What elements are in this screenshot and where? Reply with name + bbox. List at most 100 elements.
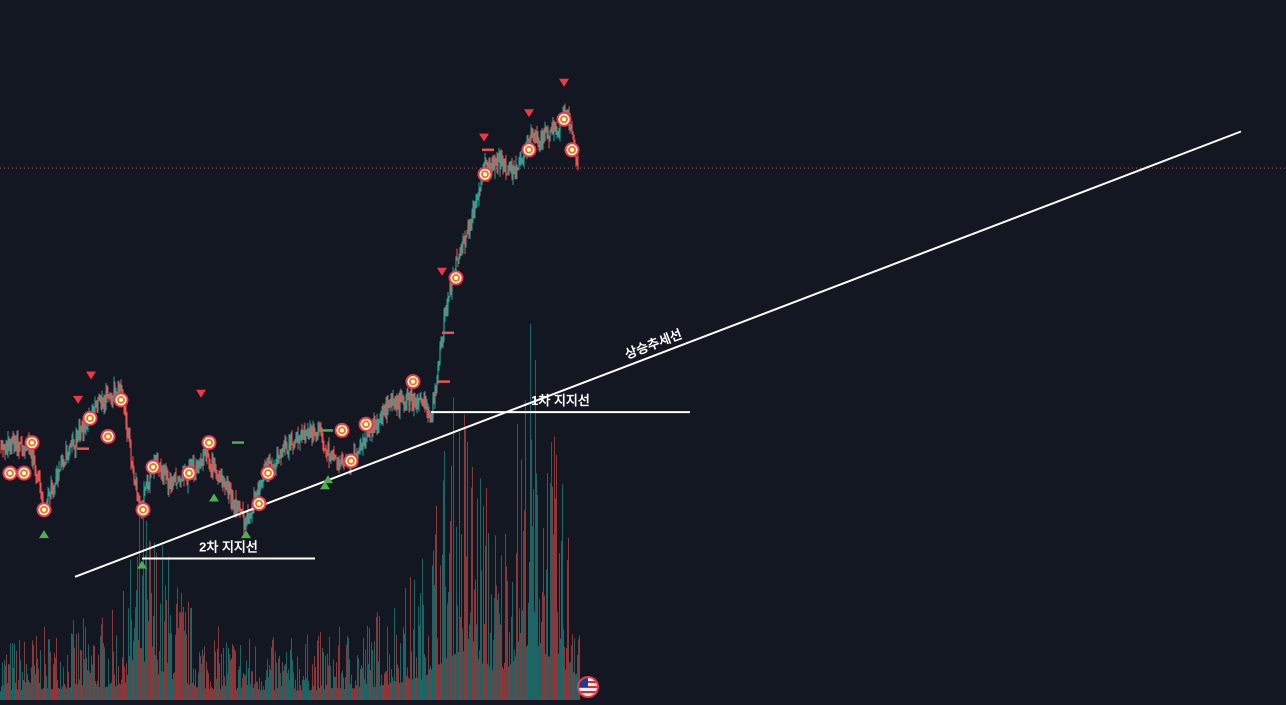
- candle-body: [484, 161, 486, 166]
- candle-body: [143, 489, 145, 502]
- candle-body: [232, 496, 234, 503]
- candle-body: [65, 450, 67, 464]
- candle-body: [274, 466, 276, 469]
- candle-body: [451, 281, 453, 292]
- signal-badge-core: [20, 469, 28, 478]
- candle-body: [460, 247, 462, 255]
- candle-body: [406, 395, 408, 403]
- candle-body: [154, 456, 156, 461]
- candle-body: [195, 464, 197, 474]
- candle-body: [317, 431, 319, 437]
- candle-body: [325, 449, 327, 451]
- candle-body: [7, 439, 9, 450]
- candle-body: [133, 470, 135, 480]
- candle-body: [409, 398, 411, 406]
- candle-body: [15, 441, 17, 448]
- candle-body: [508, 165, 510, 169]
- candle-body: [316, 433, 318, 437]
- volume-layer: [0, 323, 580, 700]
- candle-body: [480, 182, 482, 192]
- candle-body: [399, 396, 401, 411]
- candle-body: [497, 162, 499, 166]
- candle-body: [114, 386, 116, 397]
- candle-body: [23, 450, 25, 454]
- candle-body: [387, 401, 389, 415]
- candle-body: [281, 453, 283, 457]
- candle-body: [239, 507, 241, 509]
- drawing-lines-layer[interactable]: [74, 130, 1242, 578]
- candle-body: [55, 477, 57, 486]
- candle-body: [137, 493, 139, 500]
- candle-body: [554, 124, 556, 130]
- candle-body: [82, 422, 84, 435]
- candle-body: [12, 436, 14, 442]
- candle-body: [62, 458, 64, 463]
- candle-body: [20, 442, 22, 445]
- candle-body: [461, 244, 463, 255]
- candle-body: [430, 416, 432, 419]
- candle-body: [533, 135, 535, 139]
- candle-body: [126, 421, 128, 436]
- candle-body: [336, 457, 338, 468]
- candle-body: [18, 447, 20, 451]
- candle-body: [570, 126, 572, 131]
- candle-body: [364, 440, 366, 442]
- candle-body: [53, 485, 55, 492]
- candle-body: [236, 507, 238, 510]
- candle-body: [478, 189, 480, 199]
- pivot-high-triangle: [86, 371, 96, 380]
- candle-body: [247, 512, 249, 520]
- candle-body: [391, 399, 393, 403]
- pivot-high-triangle: [196, 389, 206, 398]
- candle-body: [74, 445, 76, 449]
- candle-body: [60, 463, 62, 470]
- candle-body: [467, 225, 469, 233]
- signal-badge-core: [149, 463, 157, 471]
- candle-body: [450, 282, 452, 292]
- pivot-low-triangle: [209, 493, 219, 502]
- candle-body: [104, 403, 106, 405]
- uptrend-line[interactable]: [74, 130, 1242, 578]
- candle-body: [171, 485, 173, 487]
- candle-body: [111, 397, 113, 399]
- candle-body: [333, 454, 335, 461]
- candle-body: [68, 448, 70, 453]
- candle-body: [201, 462, 203, 465]
- signal-badge-core: [104, 432, 112, 441]
- candle-body: [13, 441, 15, 445]
- candle-body: [162, 466, 164, 481]
- candle-body: [231, 496, 233, 504]
- candle-body: [199, 458, 201, 462]
- candle-body: [80, 431, 82, 439]
- candle-body: [441, 341, 443, 344]
- candle-body: [79, 428, 81, 439]
- candle-body: [559, 121, 561, 132]
- candle-body: [39, 479, 41, 485]
- candle-body: [279, 453, 281, 457]
- candle-body: [539, 143, 541, 145]
- candle-body: [368, 435, 370, 438]
- candle-body: [211, 459, 213, 472]
- candle-body: [229, 486, 231, 489]
- candle-body: [436, 380, 438, 388]
- candle-body: [117, 388, 119, 395]
- pivot-high-triangle: [437, 267, 447, 276]
- candle-body: [463, 239, 465, 241]
- candle-body: [402, 395, 404, 401]
- signal-badge-core: [185, 469, 193, 478]
- candle-body: [196, 464, 198, 470]
- candle-body: [160, 466, 162, 476]
- candle-body: [31, 451, 33, 463]
- us-flag-icon[interactable]: [577, 676, 599, 698]
- candle-body: [424, 399, 426, 410]
- candle-body: [178, 476, 180, 478]
- candle-body: [17, 437, 19, 448]
- candle-body: [435, 385, 437, 388]
- candle-body: [289, 443, 291, 450]
- candle-body: [449, 282, 451, 298]
- candle-body: [319, 430, 321, 432]
- pivot-low-triangle: [320, 481, 330, 490]
- candle-body: [549, 130, 551, 141]
- candle-body: [331, 452, 333, 455]
